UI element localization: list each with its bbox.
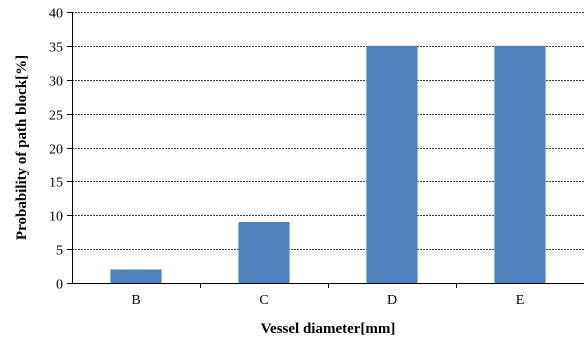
y-tick-label: 30 — [49, 75, 63, 90]
y-tick-label: 35 — [49, 41, 63, 56]
y-tick-label: 20 — [49, 143, 63, 158]
x-tick-label: C — [259, 293, 268, 308]
bar-D — [366, 45, 418, 283]
y-tick-label: 25 — [49, 109, 63, 124]
bar-C — [238, 222, 290, 283]
x-tick-labels: B C D E — [131, 283, 524, 308]
bars — [110, 45, 546, 283]
x-axis-title: Vessel diameter[mm] — [261, 321, 396, 337]
y-tick-labels: 0 5 10 15 20 25 30 35 40 — [49, 7, 72, 293]
gridlines — [72, 12, 584, 250]
bar-B — [110, 269, 162, 283]
x-tick-label: E — [516, 293, 525, 308]
y-tick-label: 10 — [49, 210, 63, 225]
y-tick-label: 0 — [56, 278, 63, 293]
x-tick-label: D — [387, 293, 397, 308]
y-tick-label: 15 — [49, 176, 63, 191]
x-tick-label: B — [131, 293, 140, 308]
y-tick-label: 40 — [49, 7, 63, 22]
bar-E — [494, 45, 546, 283]
y-tick-label: 5 — [56, 244, 63, 259]
y-axis-title: Probability of path block[%] — [14, 55, 30, 240]
